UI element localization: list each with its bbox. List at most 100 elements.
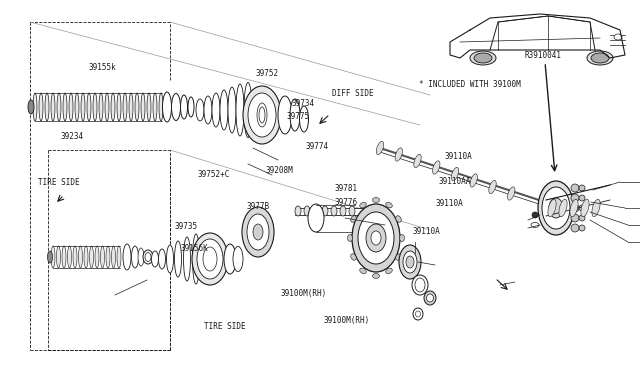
Ellipse shape bbox=[28, 100, 34, 114]
Ellipse shape bbox=[412, 275, 428, 295]
Ellipse shape bbox=[366, 224, 386, 252]
Ellipse shape bbox=[111, 246, 115, 268]
Ellipse shape bbox=[224, 244, 236, 274]
Ellipse shape bbox=[371, 231, 381, 245]
Ellipse shape bbox=[508, 187, 515, 200]
Ellipse shape bbox=[63, 93, 67, 121]
Text: 39734: 39734 bbox=[291, 99, 314, 108]
Ellipse shape bbox=[278, 96, 292, 134]
Text: TIRE SIDE: TIRE SIDE bbox=[38, 178, 80, 187]
Ellipse shape bbox=[538, 181, 574, 235]
Ellipse shape bbox=[56, 246, 61, 268]
Ellipse shape bbox=[242, 207, 274, 257]
Ellipse shape bbox=[67, 246, 72, 268]
Ellipse shape bbox=[143, 250, 153, 264]
Ellipse shape bbox=[220, 90, 228, 130]
Ellipse shape bbox=[579, 225, 585, 231]
Text: 39155k: 39155k bbox=[88, 63, 116, 72]
Ellipse shape bbox=[79, 246, 83, 268]
Ellipse shape bbox=[433, 161, 440, 174]
Text: 39100M(RH): 39100M(RH) bbox=[280, 289, 326, 298]
Ellipse shape bbox=[233, 247, 243, 272]
Ellipse shape bbox=[413, 308, 423, 320]
Ellipse shape bbox=[581, 199, 589, 217]
Text: DIFF SIDE: DIFF SIDE bbox=[332, 89, 373, 98]
Ellipse shape bbox=[571, 194, 579, 202]
Ellipse shape bbox=[489, 180, 496, 194]
Ellipse shape bbox=[135, 93, 139, 121]
Ellipse shape bbox=[204, 96, 212, 124]
Ellipse shape bbox=[300, 106, 308, 132]
Ellipse shape bbox=[184, 237, 191, 281]
Ellipse shape bbox=[386, 202, 392, 208]
Ellipse shape bbox=[159, 93, 163, 121]
Text: 39774: 39774 bbox=[306, 142, 329, 151]
Ellipse shape bbox=[571, 204, 579, 212]
Ellipse shape bbox=[73, 246, 77, 268]
Ellipse shape bbox=[99, 93, 103, 121]
Ellipse shape bbox=[579, 205, 585, 211]
Ellipse shape bbox=[138, 248, 144, 266]
Ellipse shape bbox=[308, 204, 324, 232]
Ellipse shape bbox=[579, 215, 585, 221]
Ellipse shape bbox=[406, 256, 414, 268]
Ellipse shape bbox=[47, 251, 52, 263]
Ellipse shape bbox=[396, 216, 401, 222]
Ellipse shape bbox=[549, 198, 563, 218]
Ellipse shape bbox=[591, 53, 609, 63]
Ellipse shape bbox=[93, 93, 97, 121]
Text: 39752: 39752 bbox=[256, 69, 279, 78]
Ellipse shape bbox=[415, 278, 425, 292]
Ellipse shape bbox=[313, 206, 319, 216]
Ellipse shape bbox=[81, 93, 85, 121]
Ellipse shape bbox=[351, 216, 356, 222]
Ellipse shape bbox=[474, 53, 492, 63]
Ellipse shape bbox=[532, 212, 538, 218]
Ellipse shape bbox=[571, 184, 579, 192]
Ellipse shape bbox=[396, 254, 401, 260]
Ellipse shape bbox=[571, 224, 579, 232]
Ellipse shape bbox=[571, 214, 579, 222]
Ellipse shape bbox=[386, 268, 392, 274]
Ellipse shape bbox=[62, 246, 66, 268]
Ellipse shape bbox=[587, 51, 613, 65]
Ellipse shape bbox=[175, 241, 182, 277]
Ellipse shape bbox=[203, 247, 217, 271]
Ellipse shape bbox=[579, 195, 585, 201]
Ellipse shape bbox=[579, 185, 585, 191]
Ellipse shape bbox=[180, 95, 188, 119]
Ellipse shape bbox=[69, 93, 73, 121]
Ellipse shape bbox=[304, 206, 310, 216]
Ellipse shape bbox=[39, 93, 43, 121]
Text: 39735: 39735 bbox=[174, 222, 197, 231]
Ellipse shape bbox=[123, 93, 127, 121]
Ellipse shape bbox=[111, 93, 115, 121]
Ellipse shape bbox=[415, 311, 420, 317]
Ellipse shape bbox=[192, 233, 228, 285]
Ellipse shape bbox=[193, 234, 200, 284]
Ellipse shape bbox=[117, 246, 121, 268]
Ellipse shape bbox=[340, 206, 346, 216]
Ellipse shape bbox=[257, 103, 267, 127]
Ellipse shape bbox=[592, 199, 600, 217]
Ellipse shape bbox=[129, 93, 133, 121]
Ellipse shape bbox=[542, 187, 570, 229]
Text: * INCLUDED WITH 39100M: * INCLUDED WITH 39100M bbox=[419, 80, 521, 89]
Text: TIRE SIDE: TIRE SIDE bbox=[204, 322, 245, 331]
Ellipse shape bbox=[45, 93, 49, 121]
Ellipse shape bbox=[253, 224, 263, 240]
Text: 39752+C: 39752+C bbox=[197, 170, 230, 179]
Ellipse shape bbox=[360, 202, 366, 208]
Ellipse shape bbox=[360, 268, 366, 274]
Ellipse shape bbox=[470, 51, 496, 65]
Ellipse shape bbox=[290, 99, 300, 131]
Ellipse shape bbox=[131, 246, 138, 268]
Ellipse shape bbox=[395, 148, 403, 161]
Text: 39775: 39775 bbox=[287, 112, 310, 121]
Ellipse shape bbox=[123, 244, 131, 270]
Ellipse shape bbox=[228, 87, 236, 133]
Ellipse shape bbox=[248, 93, 276, 137]
Ellipse shape bbox=[51, 93, 55, 121]
Ellipse shape bbox=[399, 245, 421, 279]
Text: 39156K: 39156K bbox=[180, 244, 208, 253]
